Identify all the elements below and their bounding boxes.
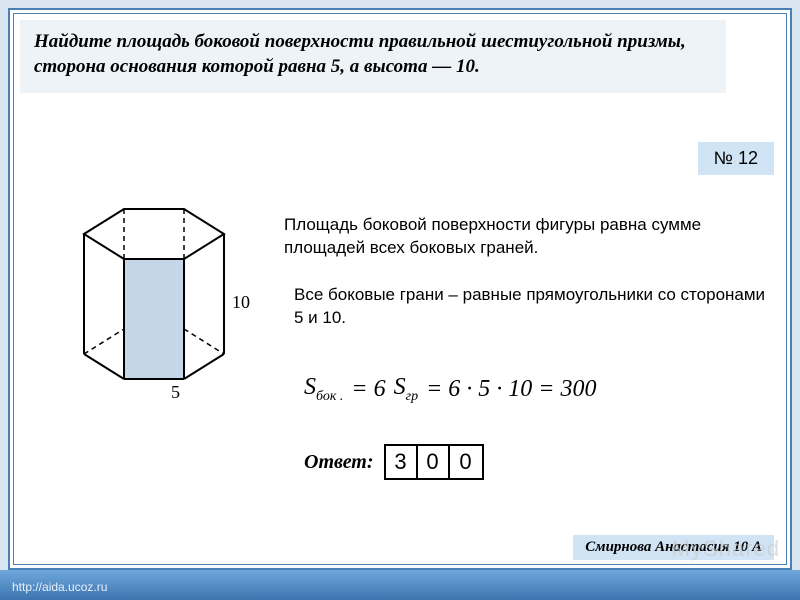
answer-cells: 3 0 0 bbox=[384, 444, 484, 480]
formula-lhs: Sбок . bbox=[304, 374, 343, 405]
problem-text: Найдите площадь боковой поверхности прав… bbox=[34, 31, 686, 77]
formula: Sбок . = 6 Sгр = 6 · 5 · 10 = 300 bbox=[304, 374, 596, 405]
formula-sym: S bbox=[304, 374, 316, 400]
formula-sub: бок . bbox=[316, 389, 343, 404]
answer-digit: 0 bbox=[418, 446, 450, 478]
explanation-line-1: Площадь боковой поверхности фигуры равна… bbox=[284, 214, 766, 260]
formula-sub: гр bbox=[406, 389, 418, 404]
formula-eq1: = 6 bbox=[351, 376, 385, 403]
base-dimension: 5 bbox=[171, 382, 180, 403]
prism-figure: 10 5 bbox=[54, 184, 254, 404]
answer-digit: 3 bbox=[386, 446, 418, 478]
slide-frame-outer: Найдите площадь боковой поверхности прав… bbox=[8, 8, 792, 570]
problem-statement: Найдите площадь боковой поверхности прав… bbox=[20, 20, 726, 93]
answer-label: Ответ: bbox=[304, 451, 374, 474]
prism-front-face bbox=[124, 259, 184, 379]
footer-link: http://aida.ucoz.ru bbox=[12, 580, 107, 594]
prism-edge-hidden bbox=[84, 329, 124, 354]
formula-mid: Sгр bbox=[394, 374, 418, 405]
answer-row: Ответ: 3 0 0 bbox=[304, 444, 484, 480]
footer-bar bbox=[0, 570, 800, 600]
explanation-line-2: Все боковые грани – равные прямоугольник… bbox=[294, 284, 766, 330]
prism-top bbox=[84, 209, 224, 259]
formula-eq2: = 6 · 5 · 10 = 300 bbox=[426, 376, 596, 403]
answer-digit: 0 bbox=[450, 446, 482, 478]
formula-sym: S bbox=[394, 374, 406, 400]
prism-edge bbox=[184, 354, 224, 379]
problem-number-badge: № 12 bbox=[698, 142, 774, 175]
prism-edge-hidden bbox=[184, 329, 224, 354]
slide-frame-inner: Найдите площадь боковой поверхности прав… bbox=[13, 13, 787, 565]
problem-number: № 12 bbox=[714, 148, 758, 168]
height-dimension: 10 bbox=[232, 292, 250, 313]
watermark: MyShared bbox=[672, 536, 780, 562]
prism-svg bbox=[54, 184, 254, 404]
prism-edge bbox=[84, 354, 124, 379]
